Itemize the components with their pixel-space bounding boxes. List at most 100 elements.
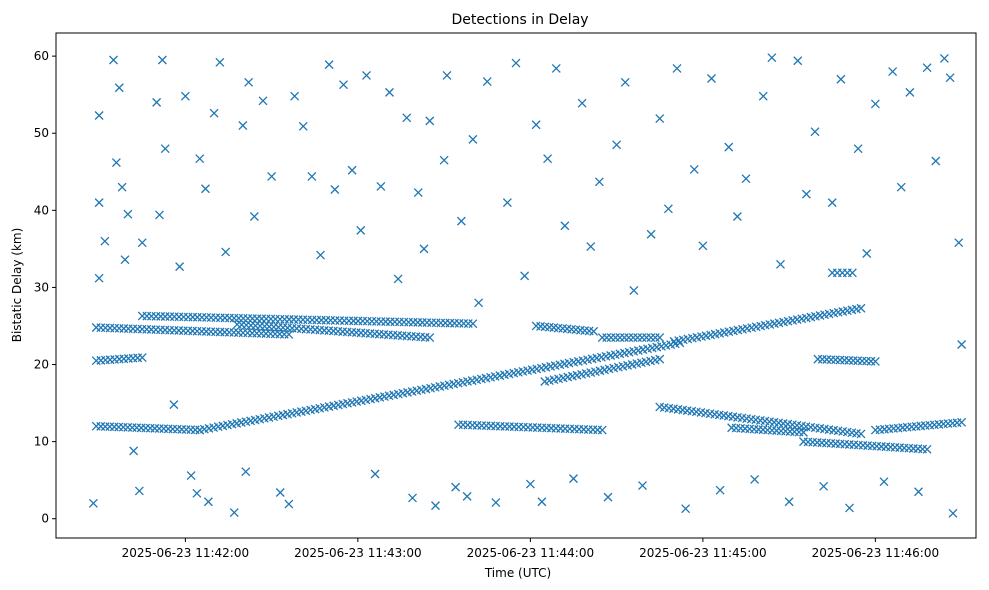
scatter-point [316,250,325,260]
scatter-point [819,481,829,491]
scatter-point [402,113,412,123]
scatter-point [914,487,923,497]
scatter-point [462,491,472,501]
scatter-point [896,182,906,192]
scatter-point [195,154,205,164]
scatter-point [586,242,596,252]
scatter-point [175,262,185,272]
scatter-point [638,481,647,491]
scatter-point [577,98,587,108]
scatter-point [931,156,941,166]
scatter-point [94,273,104,283]
x-tick-label: 2025-06-23 11:44:00 [467,546,594,560]
chart-title: Detections in Delay [451,12,588,28]
scatter-point [741,174,751,184]
scatter-point [370,469,380,479]
track-1-point [468,319,478,329]
scatter-point [114,83,124,93]
scatter-point [905,87,915,97]
scatter-point [569,474,578,484]
scatter-point [330,185,340,194]
scatter-point [767,53,777,63]
scatter-point [419,244,429,254]
scatter-point [186,471,196,481]
scatter-point [307,171,317,181]
scatter-point [689,165,699,174]
scatter-point [431,501,440,511]
scatter-point [134,486,144,496]
scatter-point [169,400,179,410]
scatter-point [750,474,760,484]
scatter-point [810,127,820,137]
x-tick-label: 2025-06-23 11:42:00 [122,546,249,560]
track-15-point [870,356,880,366]
scatter-point [870,99,880,109]
scatter-point [249,212,259,221]
track-3-point [137,353,147,363]
y-tick-label: 20 [34,358,49,372]
scatter-point [221,247,231,257]
scatter-point [324,60,334,70]
scatter-point [732,212,742,221]
scatter-point [180,91,190,101]
scatter-point [672,64,682,73]
scatter-point [646,229,656,239]
scatter-point [155,210,164,220]
scatter-point [511,58,521,68]
track-9-point [655,354,665,364]
scatter-point [241,467,251,477]
scatter-point [117,182,127,192]
scatter-point [482,77,492,87]
scatter-point [111,158,121,167]
scatter-point [784,497,794,507]
x-tick-label: 2025-06-23 11:46:00 [812,546,939,560]
scatter-point [603,492,613,502]
scatter-point [229,508,239,518]
scatter-point [109,55,118,65]
scatter-point [879,477,889,487]
scatter-point [681,504,691,514]
scatter-point [201,184,210,194]
scatter-point [393,274,403,284]
scatter-point [560,221,570,231]
track-16-point [847,268,857,278]
scatter-point [827,198,837,208]
scatter-point [456,216,466,226]
scatter-point [758,91,768,101]
scatter-point [267,171,277,181]
y-axis-label: Bistatic Delay (km) [10,228,24,343]
scatter-point [152,97,162,107]
x-tick-label: 2025-06-23 11:45:00 [639,546,766,560]
scatter-point [413,188,423,198]
y-tick-label: 40 [34,203,49,217]
scatter-point [594,177,604,187]
scatter-point [347,165,357,175]
scatter-point [442,70,452,80]
scatter-point [275,488,285,497]
track-13-point [957,417,967,427]
scatter-point [948,508,958,518]
scatter-point [94,111,104,120]
scatter-point [160,144,170,154]
plot-frame [55,32,977,539]
scatter-point [238,121,248,130]
scatter-point [543,154,553,164]
scatter-point [862,249,872,258]
scatter-point [203,497,213,507]
scatter-point [620,77,630,87]
scatter-point [922,63,932,73]
scatter-point [629,286,639,295]
x-tick-label: 2025-06-23 11:43:00 [294,546,421,560]
scatter-point [801,189,811,199]
scatter-point [88,498,98,508]
scatter-point [939,53,949,63]
y-tick-label: 50 [34,126,49,140]
scatter-point [451,482,461,492]
scatter-point [120,255,130,265]
scatter-point [258,96,268,106]
track-14-point [856,303,866,313]
scatter-point [376,181,386,191]
scatter-point [724,142,734,152]
scatter-point [502,198,512,208]
